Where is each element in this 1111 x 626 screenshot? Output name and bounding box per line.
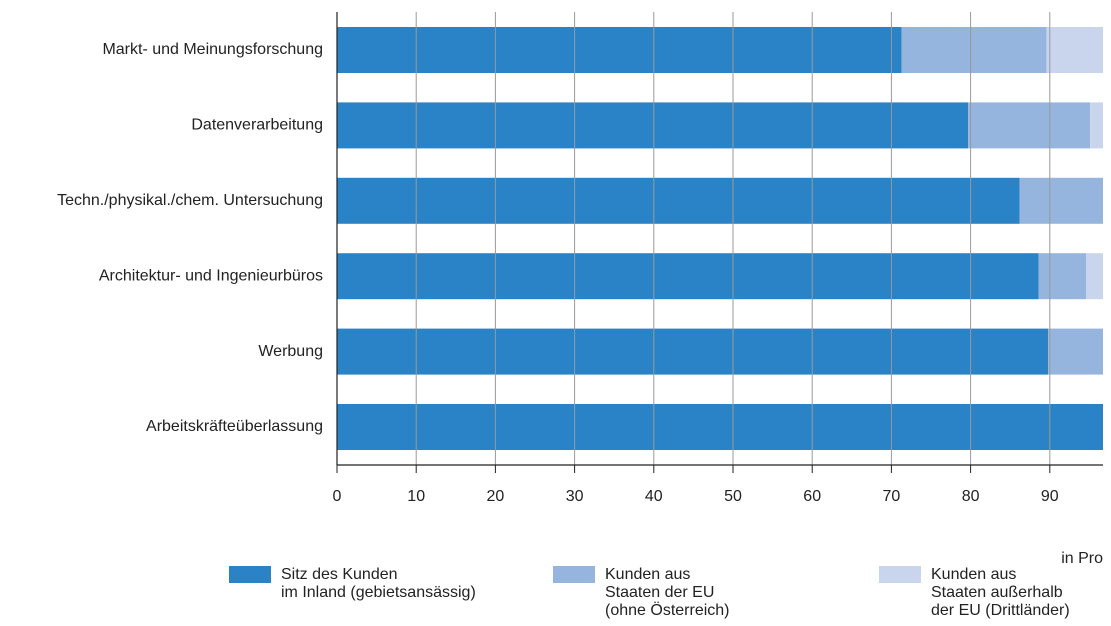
y-tick-label: Architektur- und Ingenieurbüros xyxy=(99,267,323,284)
x-axis-label: in Pro xyxy=(1061,550,1103,567)
y-tick-label: Datenverarbeitung xyxy=(191,117,323,134)
bar-segment xyxy=(337,404,1103,450)
bar-segment xyxy=(337,328,1049,375)
legend-swatch xyxy=(879,566,921,583)
x-tick-label: 0 xyxy=(333,488,342,505)
x-tick-label: 20 xyxy=(487,488,505,505)
bar-segment xyxy=(901,27,1047,73)
bar-segment xyxy=(337,253,1039,300)
x-tick-label: 80 xyxy=(962,488,980,505)
y-tick-label: Techn./physikal./chem. Untersuchung xyxy=(57,192,323,209)
x-tick-label: 60 xyxy=(803,488,821,505)
x-tick-label: 90 xyxy=(1041,488,1059,505)
bar-segment xyxy=(1048,328,1103,375)
y-tick-label: Arbeitskräfteüberlassung xyxy=(146,418,323,435)
y-tick-label: Werbung xyxy=(258,343,323,360)
bar-segment xyxy=(1086,253,1103,300)
legend-swatch xyxy=(553,566,595,583)
bar-segment xyxy=(1046,27,1103,73)
plot-area xyxy=(337,12,1103,465)
bar-segment xyxy=(968,102,1091,149)
bar-segment xyxy=(1090,102,1103,149)
x-tick-label: 30 xyxy=(566,488,584,505)
y-tick-label: Markt- und Meinungsforschung xyxy=(102,41,323,58)
x-tick-label: 10 xyxy=(407,488,425,505)
bar-segment xyxy=(1019,177,1103,224)
legend-label: Kunden aus Staaten der EU (ohne Österreich… xyxy=(605,566,730,619)
bar-segment xyxy=(337,177,1020,224)
legend-label: Kunden aus Staaten außerhalb der EU (Dritt… xyxy=(931,566,1070,619)
bar-segment xyxy=(337,27,902,73)
legend-label: Sitz des Kunden im Inland (gebietsansässi… xyxy=(281,566,476,601)
bar-segment xyxy=(1038,253,1087,300)
bar-segment xyxy=(337,102,969,149)
x-tick-label: 70 xyxy=(883,488,901,505)
x-tick-label: 50 xyxy=(724,488,742,505)
x-tick-label: 40 xyxy=(645,488,663,505)
legend-swatch xyxy=(229,566,271,583)
